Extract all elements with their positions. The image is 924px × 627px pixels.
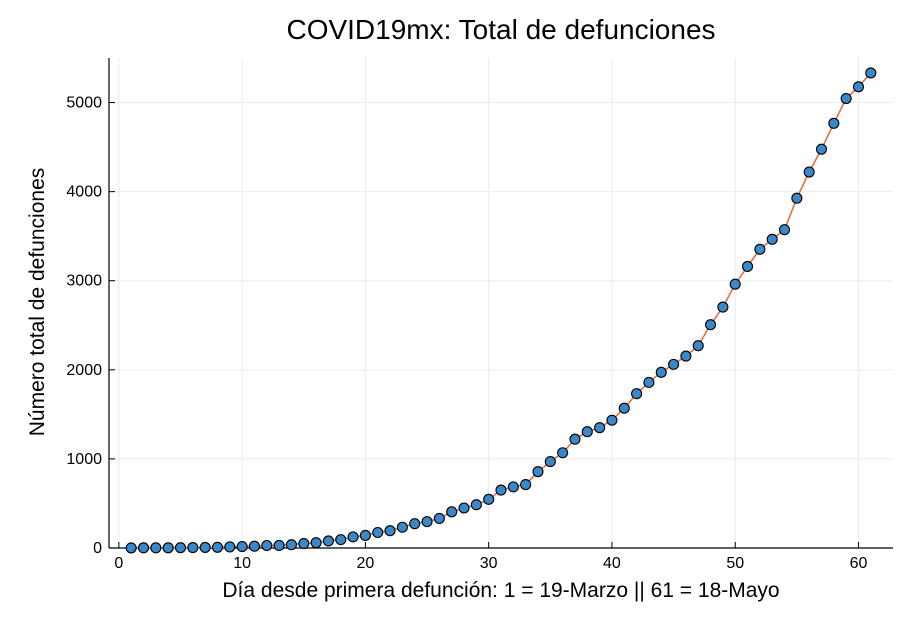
- data-point-19: [359, 529, 371, 541]
- data-point-43: [655, 366, 667, 378]
- data-point-14: [298, 537, 310, 550]
- data-point-16: [322, 535, 334, 547]
- x-tick-label-1: 10: [233, 555, 251, 572]
- y-tick-label-3: 3000: [66, 273, 102, 290]
- data-point-53: [778, 224, 791, 236]
- data-point-50: [741, 260, 754, 273]
- data-point-26: [446, 506, 458, 518]
- data-point-59: [852, 81, 865, 93]
- data-point-30: [495, 484, 507, 496]
- data-point-8: [224, 541, 236, 553]
- data-point-22: [396, 521, 408, 533]
- data-point-37: [581, 426, 593, 438]
- data-point-23: [409, 518, 421, 530]
- data-point-51: [754, 243, 766, 255]
- data-point-6: [199, 541, 211, 554]
- data-point-55: [803, 166, 815, 178]
- data-point-46: [692, 340, 704, 352]
- x-tick-label-2: 20: [357, 555, 375, 572]
- data-point-28: [470, 499, 482, 511]
- data-point-5: [187, 542, 199, 554]
- data-point-33: [532, 466, 544, 478]
- data-point-0: [125, 542, 137, 554]
- y-axis-label: Número total de defunciones: [26, 168, 49, 437]
- data-point-47: [705, 319, 717, 331]
- data-point-40: [618, 402, 630, 414]
- data-point-48: [717, 301, 729, 313]
- x-tick-label-0: 0: [114, 555, 123, 572]
- data-point-25: [433, 512, 445, 524]
- data-point-12: [273, 539, 285, 551]
- data-point-7: [211, 541, 224, 553]
- data-point-20: [372, 526, 384, 539]
- x-tick-label-6: 60: [850, 555, 868, 572]
- data-series: [125, 67, 877, 554]
- data-point-45: [680, 350, 692, 362]
- data-point-27: [458, 502, 470, 514]
- data-point-31: [507, 481, 519, 493]
- x-axis-label: Día desde primera defunción: 1 = 19-Marz…: [222, 579, 779, 602]
- data-point-41: [631, 388, 643, 400]
- tick-labels: 0 10 20 30 40 50 60 0 1000 2000 3000 4000 5000: [66, 95, 867, 572]
- data-point-4: [174, 542, 187, 554]
- y-tick-label-4: 4000: [66, 184, 102, 201]
- data-point-2: [150, 542, 162, 554]
- data-point-36: [569, 433, 581, 445]
- data-point-44: [668, 358, 680, 370]
- chart-title: COVID19mx: Total de defunciones: [286, 14, 715, 45]
- data-point-54: [791, 192, 803, 204]
- data-point-15: [310, 537, 322, 549]
- data-point-13: [285, 539, 297, 551]
- data-point-10: [248, 540, 261, 552]
- data-point-29: [483, 493, 495, 505]
- data-point-56: [815, 143, 828, 155]
- grid-lines: [109, 58, 893, 549]
- data-point-24: [421, 516, 433, 528]
- data-point-17: [335, 534, 347, 546]
- data-point-3: [162, 542, 174, 554]
- data-point-21: [384, 525, 396, 537]
- data-point-35: [557, 447, 569, 459]
- y-tick-label-5: 5000: [66, 95, 102, 112]
- data-point-39: [606, 414, 618, 426]
- data-point-32: [520, 479, 532, 491]
- data-point-60: [865, 67, 877, 79]
- y-tick-label-2: 2000: [66, 362, 102, 379]
- axes: [108, 58, 893, 549]
- data-point-57: [828, 117, 840, 129]
- x-tick-label-5: 50: [726, 555, 744, 572]
- data-point-9: [236, 541, 248, 553]
- x-tick-label-3: 30: [480, 555, 498, 572]
- data-point-1: [137, 542, 150, 554]
- data-point-38: [594, 422, 606, 434]
- data-point-11: [261, 539, 273, 552]
- x-tick-label-4: 40: [603, 555, 621, 572]
- data-point-42: [643, 376, 655, 388]
- y-tick-label-0: 0: [93, 540, 102, 557]
- data-point-34: [544, 456, 556, 468]
- data-point-52: [766, 233, 778, 245]
- y-tick-label-1: 1000: [66, 451, 102, 468]
- data-point-49: [729, 278, 741, 290]
- data-point-58: [840, 92, 852, 105]
- data-point-18: [347, 531, 359, 543]
